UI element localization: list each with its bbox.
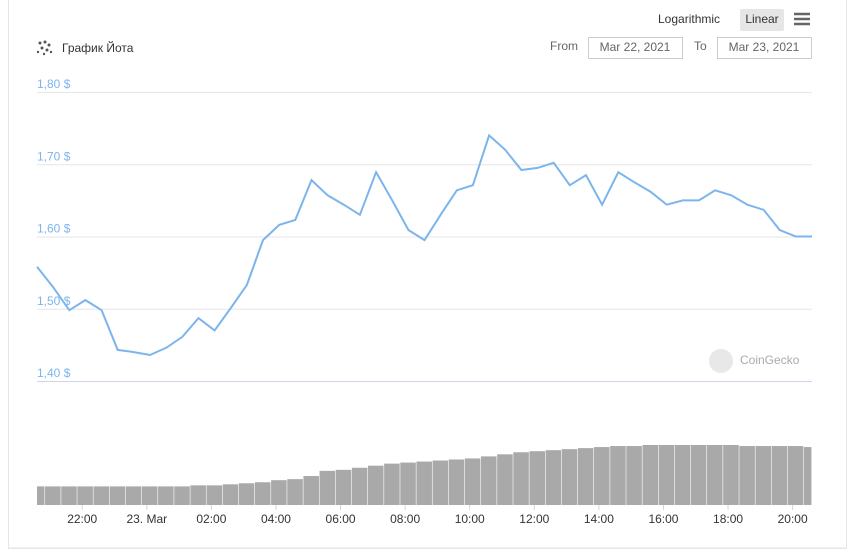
to-label: To [694,39,707,53]
volume-bar [367,465,384,505]
volume-bar [464,458,481,505]
volume-bar [400,462,416,505]
y-tick-label: 1,70 $ [37,149,71,163]
watermark: CoinGecko [740,353,800,367]
volume-bar [384,463,400,505]
y-tick-label: 1,50 $ [37,294,71,308]
chart-title: График Йота [62,40,134,55]
volume-bar [238,483,255,505]
volume-bar [658,445,675,505]
volume-bar [287,479,303,505]
volume-bar [61,486,77,505]
volume-bar [93,486,110,505]
volume-bar [448,459,465,505]
volume-bar [723,445,739,505]
volume-bar [271,480,287,505]
x-tick-label: 22:00 [67,512,97,526]
volume-bar [690,445,707,505]
volume-bar [642,445,659,505]
volume-bar [141,486,158,505]
price-line [36,133,812,357]
volume-bar [37,486,45,505]
volume-bar [529,451,545,505]
x-tick-label: 18:00 [713,512,743,526]
x-tick-label: 08:00 [390,512,420,526]
volume-bar [787,446,804,505]
volume-bar [771,446,788,505]
volume-bar [739,446,755,505]
volume-bar [158,486,174,505]
to-date: Mar 23, 2021 [729,40,800,54]
volume-bar [416,461,432,505]
scale-logarithmic[interactable]: Logarithmic [658,12,720,26]
x-tick-label: 02:00 [196,512,226,526]
x-tick-label: 04:00 [261,512,291,526]
from-input[interactable] [588,37,683,59]
watermark-logo [709,349,733,373]
from-date: Mar 22, 2021 [600,40,671,54]
y-tick-label: 1,80 $ [37,77,71,91]
x-tick-label: 06:00 [326,512,356,526]
volume-bar [513,452,529,505]
x-tick-label: 14:00 [584,512,614,526]
volume-bar [319,470,336,505]
volume-bar [335,469,352,505]
x-tick-label: 23. Mar [126,512,167,526]
volume-bar [610,446,626,505]
volume-bar [190,485,206,505]
volume-bar [594,447,610,505]
volume-bar [803,447,812,505]
volume-bar [206,485,223,505]
volume-bar [351,467,368,505]
volume-bar [254,482,271,505]
volume-bar [497,454,513,505]
to-input[interactable] [717,37,812,59]
volume-bar [303,476,319,505]
y-tick-label: 1,60 $ [37,222,71,236]
volume-bar [755,446,772,505]
volume-bar [432,460,449,505]
volume-bar [626,446,642,505]
x-tick-label: 20:00 [778,512,808,526]
volume-bar [561,449,578,505]
from-label: From [550,39,578,53]
volume-bar [125,486,142,505]
logo [36,40,53,56]
volume-bar [45,486,61,505]
scale-linear[interactable]: Linear [745,12,778,26]
volume-bar [77,486,93,505]
y-tick-label: 1,40 $ [37,366,71,380]
x-tick-label: 12:00 [519,512,549,526]
scale-linear-bg[interactable] [740,9,784,31]
menu-icon[interactable] [794,12,810,26]
volume-bar [481,456,497,505]
x-tick-label: 16:00 [648,512,678,526]
volume-bar [109,486,126,505]
volume-bar [577,448,594,505]
volume-bar [545,450,562,505]
volume-bar [707,445,723,505]
volume-bar [174,486,190,505]
volume-bar [674,445,691,505]
x-tick-label: 10:00 [455,512,485,526]
volume-bar [222,484,239,505]
